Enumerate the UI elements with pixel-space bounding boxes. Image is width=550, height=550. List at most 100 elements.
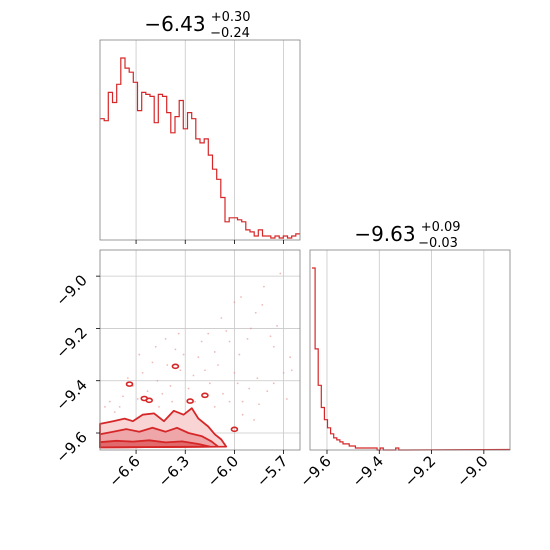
scatter-point (166, 364, 169, 366)
scatter-point (213, 405, 216, 408)
title-lower: −0.03 (418, 236, 458, 251)
scatter-point (233, 301, 236, 304)
contour-island (201, 392, 209, 399)
contour-island (171, 363, 180, 370)
y-tick-label: −9.4 (52, 376, 90, 414)
scatter-point (182, 353, 185, 356)
scatter-point (141, 371, 144, 374)
scatter-point (104, 405, 106, 408)
title-value: −9.63 (354, 222, 415, 246)
scatter-point (161, 392, 164, 395)
scatter-point (285, 398, 288, 400)
x-tick-label: −9.0 (453, 452, 491, 490)
scatter-point (246, 337, 249, 340)
contour-inner (99, 439, 211, 449)
scatter-point (151, 361, 154, 364)
scatter-point (225, 330, 228, 332)
scatter-point (179, 369, 182, 372)
histogram-step (100, 57, 300, 239)
scatter-points (104, 272, 293, 421)
histogram-step (312, 267, 511, 451)
scatter-point (204, 369, 206, 372)
scatter-point (272, 345, 275, 348)
scatter-point (241, 413, 244, 416)
y-tick-label: −9.2 (52, 324, 90, 362)
y-axis-ticks: −9.0 −9.2 −9.4 −9.6 (52, 271, 100, 467)
title-upper: +0.30 (211, 10, 251, 25)
scatter-point (154, 345, 157, 348)
x-tick-label: −5.7 (253, 452, 291, 490)
scatter-point (263, 285, 265, 288)
x-tick-label: −9.2 (401, 452, 439, 490)
scatter-point (169, 385, 172, 387)
scatter-point (249, 327, 252, 330)
scatter-point (228, 400, 231, 403)
scatter-point (187, 387, 190, 390)
contour-island (186, 398, 194, 404)
y-tick-label: −9.0 (52, 271, 90, 309)
title-value: −6.43 (144, 12, 205, 36)
x-tick-label: −9.6 (296, 452, 334, 490)
scatter-point (217, 364, 219, 366)
scatter-point (194, 400, 196, 403)
scatter-point (282, 371, 285, 374)
axes-frame (309, 249, 511, 451)
scatter-point (228, 340, 231, 343)
scatter-point (136, 398, 139, 400)
scatter-point (197, 356, 200, 359)
x-tick-label: −6.3 (155, 452, 193, 490)
scatter-point (289, 356, 292, 359)
scatter-point (272, 382, 275, 385)
x-tick-label: −9.4 (349, 452, 387, 490)
x-tick-label: −6.0 (204, 452, 242, 490)
scatter-point (290, 369, 293, 372)
axes-frame (99, 39, 301, 241)
scatter-point (213, 351, 216, 353)
grid (135, 40, 285, 240)
scatter-point (200, 340, 203, 343)
scatter-point (174, 348, 177, 351)
scatter-point (118, 405, 121, 408)
scatter-point (233, 371, 236, 374)
joint-density-plot: −6.6 −6.3 −6.0 −5.7 −9.0 −9.2 −9.4 −9.6 (52, 249, 301, 491)
axes-frame (99, 249, 301, 451)
scatter-point (222, 392, 224, 395)
panel-title: −9.63 +0.09 −0.03 (354, 216, 465, 251)
scatter-point (236, 382, 239, 385)
marginal-histogram-x: −6.43 +0.30 −0.24 (99, 6, 301, 244)
scatter-point (256, 377, 259, 380)
scatter-point (238, 353, 241, 356)
scatter-point (220, 317, 223, 319)
scatter-point (207, 332, 210, 335)
x-axis-ticks (135, 240, 285, 244)
contour-island (145, 397, 153, 404)
panel-title: −6.43 +0.30 −0.24 (144, 6, 255, 41)
grid (326, 250, 485, 450)
scatter-point (240, 296, 242, 298)
scatter-point (164, 337, 167, 340)
scatter-point (126, 377, 129, 380)
scatter-point (122, 395, 124, 398)
scatter-point (266, 390, 269, 393)
scatter-point (208, 382, 211, 385)
scatter-point (138, 353, 141, 356)
x-axis-ticks: −6.6 −6.3 −6.0 −5.7 (105, 450, 291, 491)
contour-island (125, 381, 134, 387)
scatter-point (279, 272, 282, 275)
scatter-point (158, 405, 160, 408)
scatter-point (156, 379, 159, 382)
scatter-point (146, 390, 149, 393)
marginal-histogram-y: −9.6 −9.4 −9.2 −9.0 −9.63 +0.09 −0.03 (296, 216, 511, 491)
density-contours (99, 363, 239, 449)
scatter-point (108, 400, 111, 403)
title-lower: −0.24 (210, 26, 250, 41)
scatter-point (261, 304, 264, 306)
y-tick-label: −9.6 (52, 428, 90, 466)
scatter-point (254, 311, 257, 314)
contour-island (230, 426, 239, 433)
scatter-point (248, 387, 251, 390)
x-axis-ticks: −9.6 −9.4 −9.2 −9.0 (296, 450, 492, 491)
title-upper: +0.09 (421, 220, 461, 235)
scatter-point (258, 403, 260, 406)
